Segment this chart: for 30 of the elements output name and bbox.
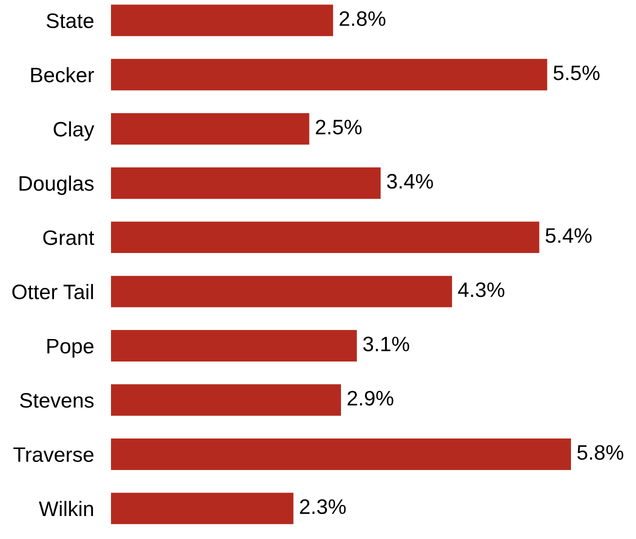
bar [111,276,452,308]
y-tick-label: State [46,13,94,28]
bar [111,492,294,524]
bar [111,58,548,90]
bar [111,222,540,254]
bar [111,113,310,145]
bar [111,384,341,416]
y-tick-label: Traverse [13,447,94,462]
y-tick-label: Douglas [20,176,94,195]
data-label: 2.5% [316,120,362,134]
data-label: 5.4% [546,228,592,243]
data-label: 2.9% [348,390,394,406]
bar [111,167,381,199]
y-tick-label: Otter Tail [12,284,93,300]
y-tick-label: Clay [54,121,94,141]
data-label: 5.5% [554,66,600,80]
y-tick-label: Pope [47,338,94,358]
data-label: 4.3% [458,282,504,298]
data-label: 3.1% [363,336,410,352]
bar [111,330,357,362]
data-label: 2.8% [340,11,386,26]
data-label: 2.3% [300,499,346,514]
data-label: 5.8% [577,445,624,460]
data-label: 3.4% [387,174,433,189]
y-tick-label: Wilkin [38,500,93,516]
y-tick-label: Grant [43,230,94,246]
y-tick-label: Stevens [20,393,94,408]
y-tick-label: Becker [31,67,94,82]
bar [111,4,334,36]
bar [111,438,571,470]
